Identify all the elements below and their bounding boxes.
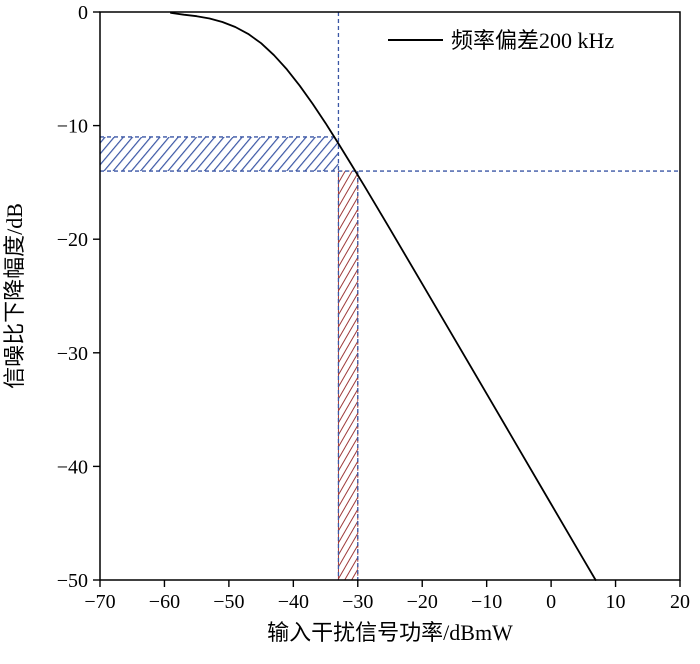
x-axis-tick-label: −10 (471, 591, 502, 613)
x-axis-tick-label: −20 (407, 591, 438, 613)
red-hatch-band (337, 170, 359, 581)
y-axis-tick-label: −50 (57, 570, 88, 592)
x-axis-tick-label: −50 (213, 591, 244, 613)
blue-hatch-band (100, 136, 339, 172)
x-axis-tick-label: −40 (278, 591, 309, 613)
x-axis-tick-label: −60 (149, 591, 180, 613)
x-axis-tick-label: 10 (606, 591, 626, 613)
x-axis-tick-label: −70 (84, 591, 115, 613)
x-axis-tick-label: −30 (342, 591, 373, 613)
y-axis-tick-label: −40 (57, 456, 88, 478)
legend-label: 频率偏差200 kHz (451, 28, 614, 53)
x-axis-tick-label: 20 (670, 591, 690, 613)
plot-border (99, 11, 681, 581)
y-axis-tick-label: −20 (57, 229, 88, 251)
curve-series (169, 11, 597, 581)
x-axis-tick-label: 0 (546, 591, 556, 613)
y-axis-tick-label: 0 (78, 2, 88, 24)
y-axis-tick-label: −30 (57, 343, 88, 365)
y-axis-title: 信噪比下降幅度/dB (2, 203, 27, 389)
x-axis-title: 输入干扰信号功率/dBmW (267, 620, 513, 645)
y-axis-tick-label: −10 (57, 116, 88, 138)
